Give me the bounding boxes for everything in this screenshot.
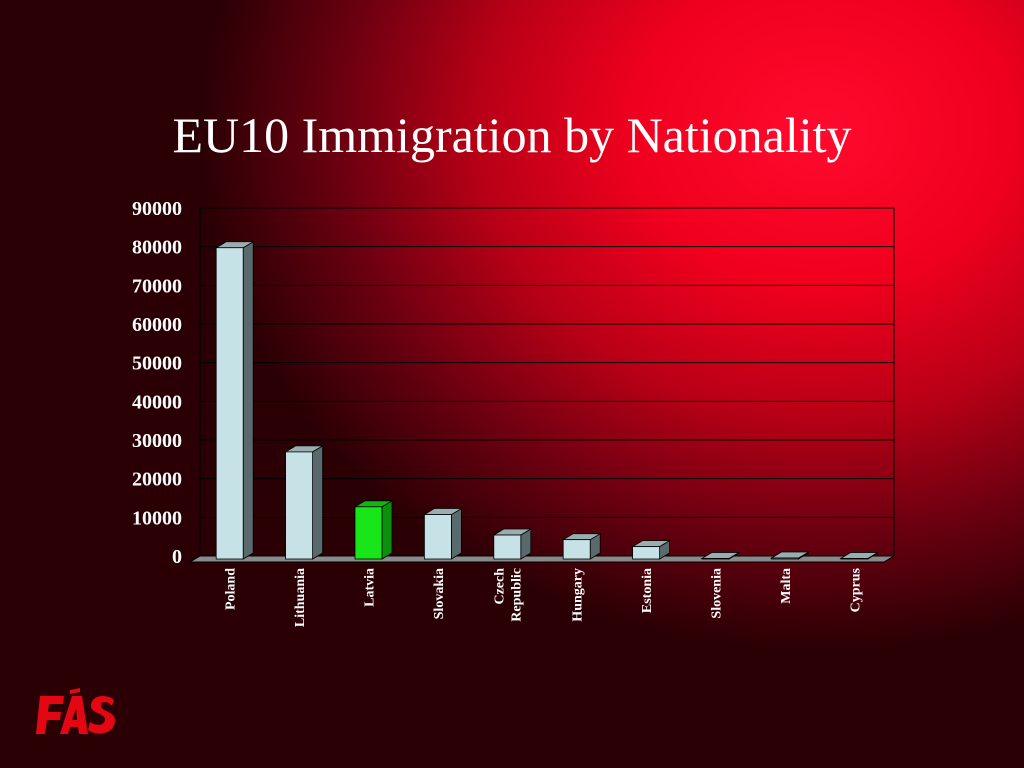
y-axis-ticks: 0 10000 20000 30000 40000 50000 60000 70000 8000… — [132, 198, 182, 568]
y-tick-label: 0 — [172, 546, 182, 568]
x-tick-label: Slovakia — [432, 568, 447, 619]
bar-czech-republic — [492, 528, 533, 560]
chart-bars — [214, 241, 880, 560]
bar-lithuania — [284, 445, 325, 560]
x-tick-label: Slovenia — [710, 568, 725, 619]
y-tick-label: 80000 — [132, 237, 182, 259]
y-tick-label: 70000 — [132, 275, 182, 297]
y-tick-label: 20000 — [132, 469, 182, 491]
y-tick-label: 30000 — [132, 430, 182, 452]
fas-logo — [36, 688, 116, 734]
y-tick-label: 60000 — [132, 314, 182, 336]
y-tick-label: 50000 — [132, 353, 182, 375]
x-tick-label: Hungary — [571, 568, 586, 622]
slide-title: EU10 Immigration by Nationality — [172, 107, 852, 163]
x-tick-label: Poland — [224, 568, 239, 610]
bar-malta — [769, 551, 810, 560]
y-tick-label: 90000 — [132, 198, 182, 220]
y-tick-label: 10000 — [132, 507, 182, 529]
x-tick-label: Czech Republic — [492, 568, 524, 622]
bar-hungary — [561, 532, 602, 560]
x-tick-label: Cyprus — [848, 567, 863, 612]
x-axis-ticks: Poland Lithuania Latvia Slovakia Czech Republ… — [224, 567, 864, 627]
bar-latvia — [353, 500, 394, 560]
x-tick-label: Malta — [779, 568, 794, 604]
bar-estonia — [631, 539, 672, 560]
bar-slovenia — [700, 551, 741, 560]
bar-slovakia — [422, 507, 463, 560]
x-tick-label: Latvia — [363, 568, 378, 607]
bar-cyprus — [839, 551, 880, 560]
x-tick-label: Lithuania — [293, 568, 308, 627]
bar-poland — [214, 241, 255, 560]
y-tick-label: 40000 — [132, 391, 182, 413]
x-tick-label: Estonia — [640, 568, 655, 613]
